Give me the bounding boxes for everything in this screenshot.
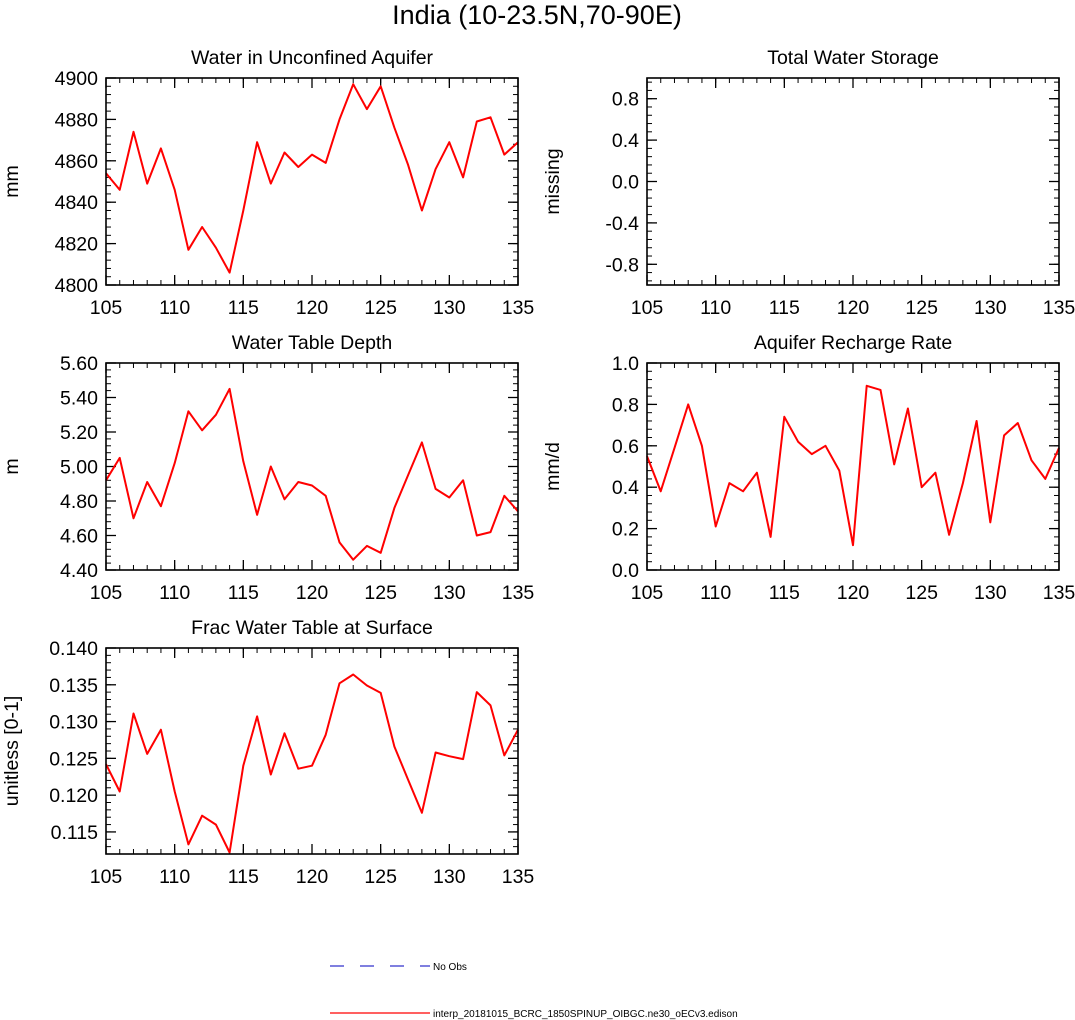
series-line [105,673,519,854]
x-tick-label: 110 [159,866,190,888]
panel-4: Aquifer Recharge Rate mm/d 105 110 115 120 125… [542,332,1075,604]
x-tick-label: 125 [905,297,938,319]
legend: No Obs interp_20181015_BCRC_1850SPINUP_OI… [330,962,738,1020]
panel-title: Water Table Depth [232,332,392,354]
y-tick-label: 0.0 [612,560,639,582]
panel-title: Total Water Storage [767,47,939,69]
x-tick-label: 125 [364,866,397,888]
x-tick-label: 130 [433,866,466,888]
legend-label: interp_20181015_BCRC_1850SPINUP_OIBGC.ne… [433,1009,738,1020]
x-tick-label: 115 [769,297,800,319]
legend-label: No Obs [433,962,467,973]
panel-3: Water Table Depth m 105 110 115 120 125 130 135 4… [1,332,534,604]
series-line [646,384,1060,547]
panel-title: Aquifer Recharge Rate [754,332,952,354]
plot-frame [105,77,519,286]
x-tick-label: 120 [296,582,329,604]
y-tick-label: 0.140 [49,638,98,660]
figure-title: India (10-23.5N,70-90E) [392,0,682,30]
y-tick-label: 5.60 [60,353,98,375]
y-axis-label: unitless [0-1] [1,696,23,807]
series-line [105,83,519,274]
x-tick-label: 110 [700,297,731,319]
x-tick-label: 110 [159,582,190,604]
x-tick-label: 105 [90,866,123,888]
x-tick-label: 115 [228,866,259,888]
y-tick-label: 0.135 [49,675,98,697]
panel-2: Total Water Storage missing 105 110 115 120 12… [542,47,1075,319]
x-tick-label: 135 [502,582,535,604]
plot-frame [646,77,1060,286]
x-tick-label: 125 [905,582,938,604]
y-axis-label: mm [1,165,23,198]
y-tick-label: 5.20 [60,422,98,444]
y-tick-label: 0.4 [612,477,639,499]
series-line [105,387,519,561]
legend-entry: No Obs [330,962,467,973]
x-tick-label: 135 [502,866,535,888]
x-tick-label: 110 [159,297,190,319]
y-tick-label: 0.125 [49,748,98,770]
y-tick-label: 0.130 [49,712,98,734]
x-tick-label: 130 [974,297,1007,319]
x-tick-label: 120 [296,866,329,888]
panel-5: Frac Water Table at Surface unitless [0-1… [1,617,534,888]
y-tick-label: 4.80 [60,491,98,513]
x-tick-label: 115 [228,297,259,319]
x-tick-label: 110 [700,582,731,604]
plot-frame [105,647,519,855]
y-tick-label: 5.00 [60,457,98,479]
y-tick-label: 5.40 [60,388,98,410]
y-tick-label: 0.0 [612,172,639,194]
y-axis-label: m [1,458,23,474]
x-tick-label: 115 [228,582,259,604]
y-axis-label: missing [542,148,564,214]
y-tick-label: 4800 [55,275,99,297]
x-tick-label: 120 [296,297,329,319]
panel-1: Water in Unconfined Aquifer mm 105 110 115 12… [1,47,534,319]
x-tick-label: 105 [90,297,123,319]
x-tick-label: 135 [1043,582,1075,604]
y-tick-label: 4840 [55,192,99,214]
y-tick-label: 0.6 [612,436,639,458]
x-tick-label: 135 [1043,297,1075,319]
plot-frame [646,362,1060,571]
y-axis-label: mm/d [542,442,564,491]
y-tick-label: 0.8 [612,89,639,111]
y-tick-label: 4.60 [60,526,98,548]
y-tick-label: 4.40 [60,560,98,582]
y-tick-label: 0.4 [612,130,639,152]
x-tick-label: 105 [90,582,123,604]
panel-title: Water in Unconfined Aquifer [191,47,434,69]
plot-frame [105,362,519,571]
x-tick-label: 105 [631,582,664,604]
y-tick-label: -0.4 [605,213,639,235]
y-tick-label: 4880 [55,109,99,131]
x-tick-label: 135 [502,297,535,319]
x-tick-label: 130 [433,582,466,604]
y-tick-label: -0.8 [605,254,639,276]
y-tick-label: 0.120 [49,785,98,807]
y-tick-label: 0.2 [612,519,639,541]
x-tick-label: 130 [974,582,1007,604]
panel-title: Frac Water Table at Surface [191,617,433,639]
x-tick-label: 125 [364,582,397,604]
x-tick-label: 105 [631,297,664,319]
x-tick-label: 130 [433,297,466,319]
x-tick-label: 120 [837,582,870,604]
x-tick-label: 125 [364,297,397,319]
x-tick-label: 120 [837,297,870,319]
legend-entry: interp_20181015_BCRC_1850SPINUP_OIBGC.ne… [330,1009,738,1020]
y-tick-label: 4860 [55,151,99,173]
y-tick-label: 0.8 [612,394,639,416]
y-tick-label: 1.0 [612,353,639,375]
y-tick-label: 0.115 [51,822,99,844]
y-tick-label: 4900 [55,68,99,90]
x-tick-label: 115 [769,582,800,604]
y-tick-label: 4820 [55,234,99,256]
